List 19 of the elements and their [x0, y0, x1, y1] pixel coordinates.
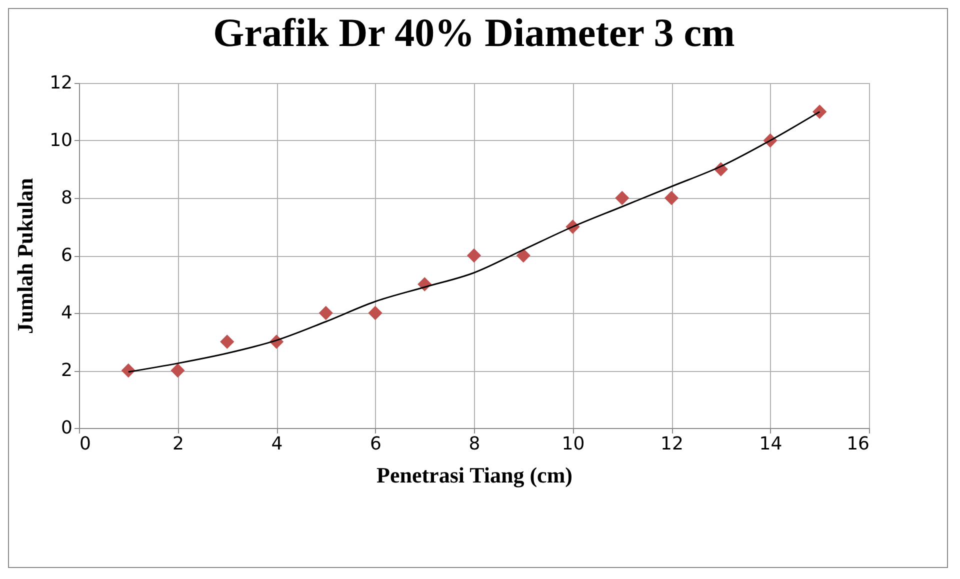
x-tick-label: 0 [80, 434, 91, 454]
y-tick-label: 6 [61, 245, 72, 266]
x-tick-label: 2 [172, 434, 184, 454]
x-tick-label: 8 [468, 434, 480, 454]
x-tick-label: 14 [759, 434, 782, 454]
y-tick-label: 0 [61, 418, 72, 438]
y-tick-label: 12 [50, 72, 72, 94]
y-tick-label: 8 [61, 188, 72, 208]
x-tick-label: 12 [660, 434, 684, 454]
y-tick-label: 4 [61, 302, 72, 324]
x-tick-label: 10 [562, 434, 585, 454]
chart-title: Grafik Dr 40% Diameter 3 cm [213, 10, 735, 55]
x-axis-title: Penetrasi Tiang (cm) [376, 462, 572, 488]
y-axis-title: Jumlah Pukulan [12, 178, 38, 334]
x-tick-label: 4 [271, 434, 283, 454]
x-tick-label: 16 [846, 434, 870, 454]
y-tick-label: 2 [61, 360, 72, 381]
y-tick-label: 10 [50, 130, 72, 151]
x-tick-label: 6 [370, 434, 382, 454]
